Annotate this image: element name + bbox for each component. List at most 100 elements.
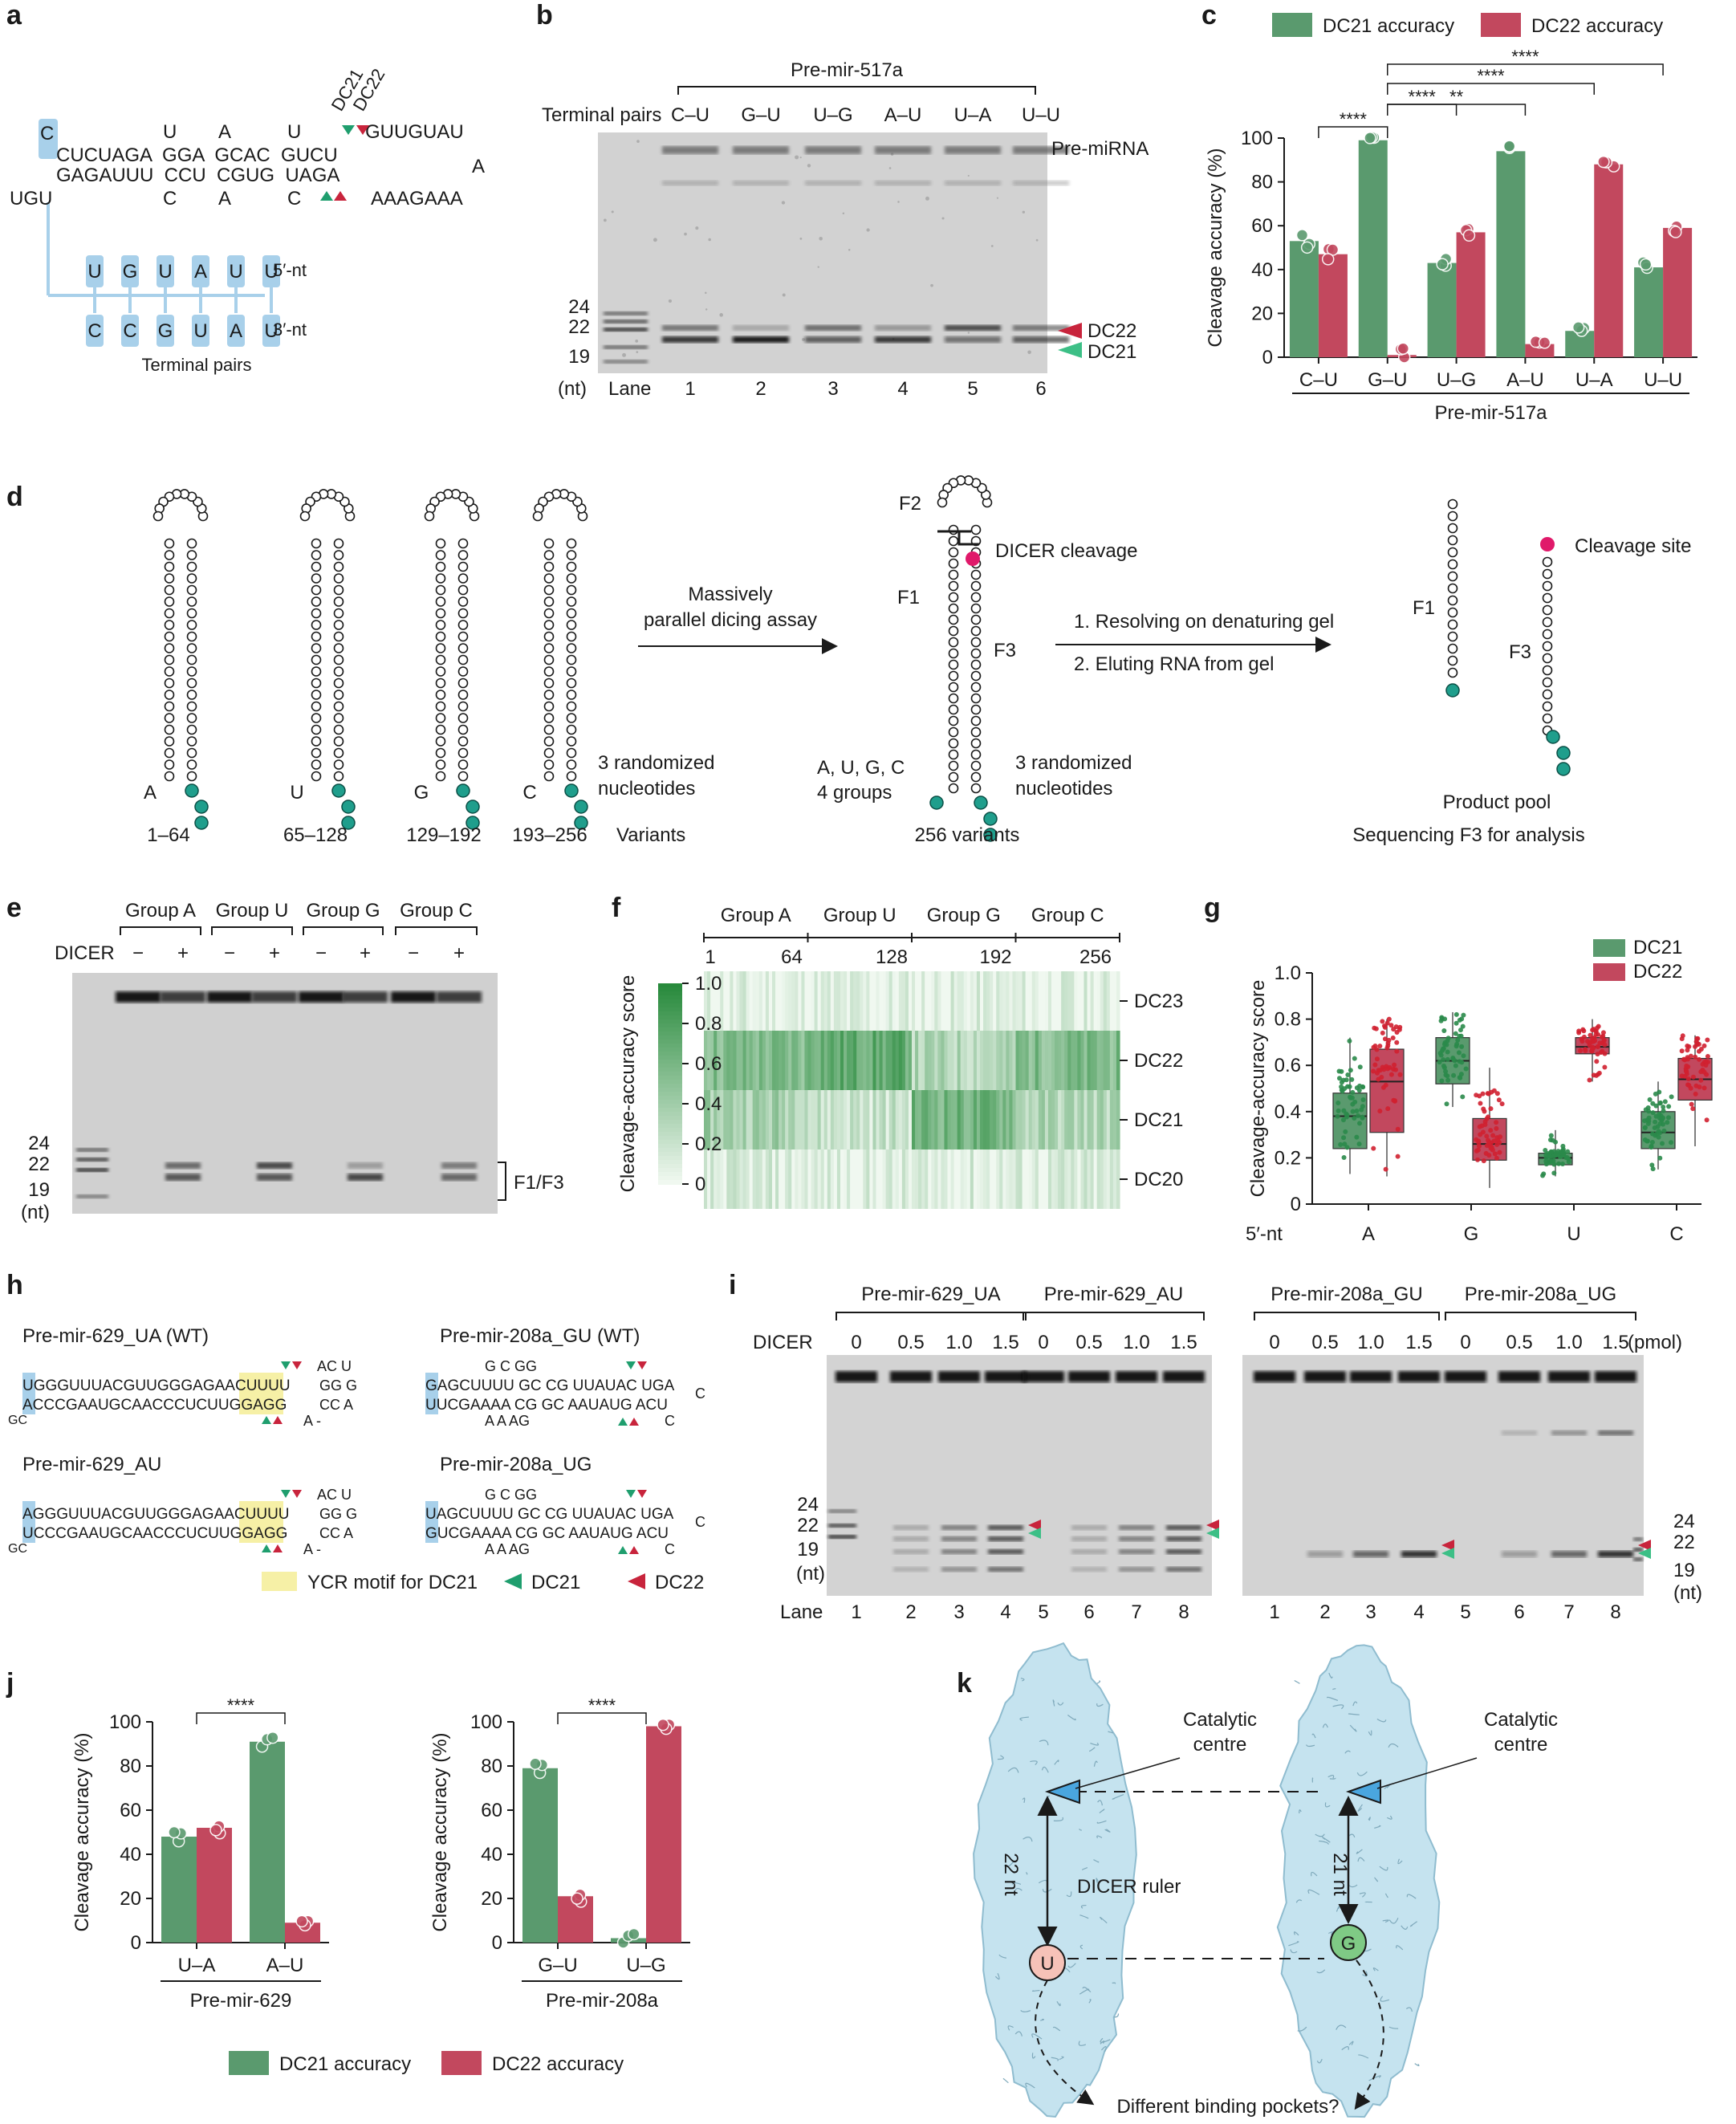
x-tick-label: 1 bbox=[705, 946, 715, 968]
nucleotide bbox=[333, 759, 344, 770]
heat-cell bbox=[1067, 971, 1071, 1031]
dc22-triangle-icon bbox=[637, 1490, 647, 1498]
data-point bbox=[1540, 1173, 1546, 1178]
heat-cell bbox=[1025, 1090, 1030, 1149]
data-point bbox=[1653, 1119, 1658, 1125]
y-axis-label: Cleavage accuracy (%) bbox=[1205, 148, 1226, 347]
heat-cell bbox=[879, 1090, 884, 1149]
heat-cell bbox=[950, 1090, 955, 1149]
data-point bbox=[1347, 1084, 1352, 1089]
nucleotide bbox=[311, 654, 322, 665]
heat-cell bbox=[973, 971, 978, 1031]
data-point bbox=[1649, 1143, 1654, 1149]
heat-cell bbox=[856, 1090, 860, 1149]
substrate-band bbox=[207, 991, 252, 1003]
data-point bbox=[1556, 1161, 1562, 1166]
heat-cell bbox=[999, 971, 1003, 1031]
heat-cell bbox=[996, 971, 1000, 1031]
heat-cell bbox=[898, 1149, 903, 1209]
data-point bbox=[1693, 1091, 1698, 1097]
data-point bbox=[1705, 1037, 1710, 1043]
data-point bbox=[1383, 1166, 1388, 1172]
five-prime-letter: A bbox=[144, 782, 157, 804]
five-prime-nt: U bbox=[264, 261, 278, 283]
group-header: Group C bbox=[400, 900, 473, 922]
marker-19: 19 bbox=[28, 1179, 50, 1201]
data-point bbox=[1665, 1120, 1670, 1125]
nucleotide bbox=[1542, 689, 1553, 700]
heat-cell bbox=[830, 971, 835, 1031]
data-point bbox=[1380, 1019, 1385, 1024]
heat-cell bbox=[950, 1031, 955, 1090]
density-contour bbox=[1052, 2026, 1061, 2032]
data-point bbox=[1650, 1166, 1656, 1172]
heat-cell bbox=[905, 1090, 909, 1149]
heat-cell bbox=[1112, 971, 1117, 1031]
density-contour bbox=[1104, 1829, 1111, 1833]
data-point bbox=[1653, 1113, 1659, 1119]
heat-cell bbox=[993, 971, 997, 1031]
nucleotide bbox=[566, 561, 577, 572]
heat-cell bbox=[1093, 1031, 1098, 1090]
heat-cell bbox=[779, 1031, 783, 1090]
data-point bbox=[1494, 1125, 1499, 1131]
nucleotide bbox=[566, 596, 577, 607]
nucleotide bbox=[566, 713, 577, 723]
pointer-line bbox=[1075, 1757, 1181, 1789]
data-point bbox=[1498, 1134, 1503, 1140]
nt-box bbox=[157, 255, 174, 287]
nucleotide bbox=[164, 561, 175, 572]
heat-cell bbox=[1074, 1090, 1078, 1149]
density-contour bbox=[1288, 1941, 1299, 1947]
full-hairpin bbox=[929, 475, 998, 842]
data-point bbox=[1380, 1030, 1385, 1036]
x-tick-label: U–G bbox=[626, 1955, 665, 1976]
nucleotide bbox=[543, 643, 555, 653]
colorbar-cell bbox=[658, 1072, 682, 1076]
heat-cell bbox=[912, 1031, 916, 1090]
data-point bbox=[1657, 1155, 1663, 1161]
density-contour bbox=[1297, 2026, 1307, 2032]
heat-cell bbox=[1028, 1149, 1033, 1209]
product-band bbox=[1401, 1551, 1437, 1557]
heat-cell bbox=[807, 1031, 812, 1090]
replicate-dot bbox=[1571, 321, 1585, 334]
heat-cell bbox=[1080, 1031, 1085, 1090]
data-point bbox=[1693, 1039, 1699, 1044]
data-point bbox=[1392, 1067, 1398, 1072]
data-point bbox=[1653, 1091, 1658, 1097]
data-point bbox=[1559, 1150, 1564, 1156]
heat-cell bbox=[791, 1031, 795, 1090]
nucleotide bbox=[948, 614, 959, 625]
left-bottom-nt: UGU bbox=[10, 188, 52, 210]
panel-label-g: g bbox=[1204, 893, 1221, 923]
heat-cell bbox=[814, 1090, 819, 1149]
density-contour bbox=[1356, 1771, 1368, 1776]
heat-cell bbox=[869, 1031, 874, 1090]
nucleotide bbox=[1447, 559, 1458, 570]
heat-cell bbox=[1071, 971, 1075, 1031]
heat-cell bbox=[710, 1031, 714, 1090]
replicate-dot bbox=[1462, 229, 1476, 242]
data-point bbox=[1441, 1057, 1446, 1063]
nucleotide bbox=[435, 620, 446, 630]
bar bbox=[1594, 164, 1624, 357]
heat-cell bbox=[885, 1090, 890, 1149]
data-point bbox=[1661, 1128, 1667, 1133]
gel-speck bbox=[967, 332, 970, 334]
density-contour bbox=[1100, 2045, 1107, 2053]
data-point bbox=[1587, 1077, 1592, 1083]
data-point bbox=[1650, 1101, 1656, 1106]
dc22-triangle-icon bbox=[637, 1361, 647, 1369]
dicer-density-map bbox=[1276, 1644, 1441, 2118]
pre-mirna-band bbox=[662, 146, 718, 154]
y-tick-label: 80 bbox=[481, 1756, 502, 1777]
heat-cell bbox=[755, 1031, 760, 1090]
nucleotide bbox=[948, 625, 959, 637]
heat-cell bbox=[710, 1090, 714, 1149]
heat-cell bbox=[850, 1149, 854, 1209]
data-point bbox=[1463, 1066, 1469, 1072]
density-contour bbox=[1344, 1750, 1351, 1754]
data-point bbox=[1354, 1134, 1360, 1140]
nucleotide bbox=[333, 677, 344, 689]
